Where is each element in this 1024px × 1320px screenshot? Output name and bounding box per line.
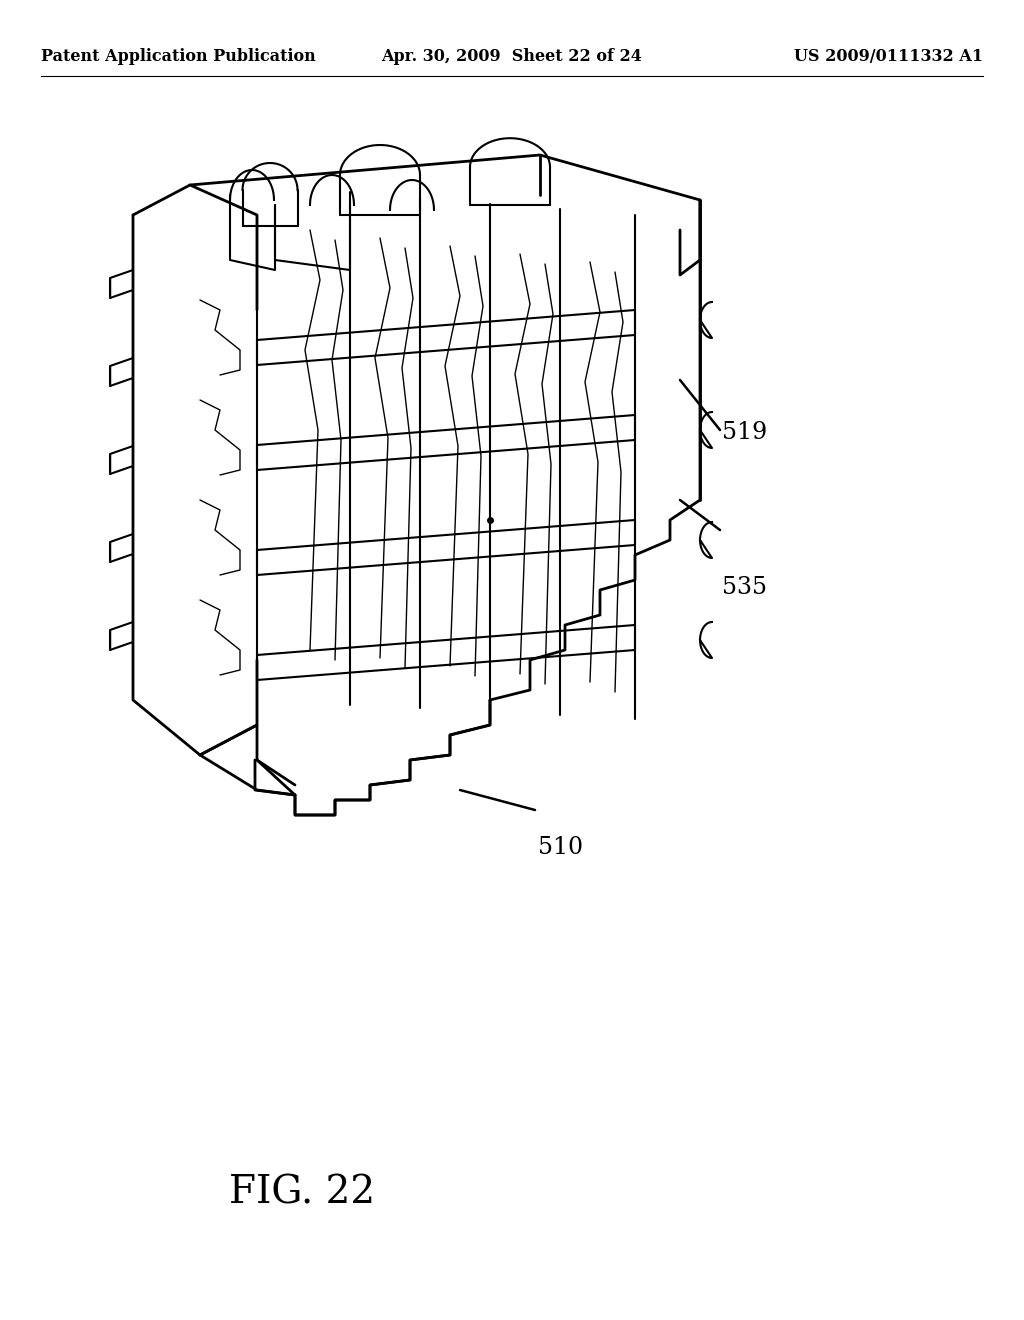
Text: 519: 519 [722,421,767,445]
Text: FIG. 22: FIG. 22 [229,1175,375,1212]
Text: Apr. 30, 2009  Sheet 22 of 24: Apr. 30, 2009 Sheet 22 of 24 [382,48,642,65]
Text: 535: 535 [722,576,767,599]
Text: Patent Application Publication: Patent Application Publication [41,48,315,65]
Text: US 2009/0111332 A1: US 2009/0111332 A1 [794,48,983,65]
Text: 510: 510 [538,836,583,859]
